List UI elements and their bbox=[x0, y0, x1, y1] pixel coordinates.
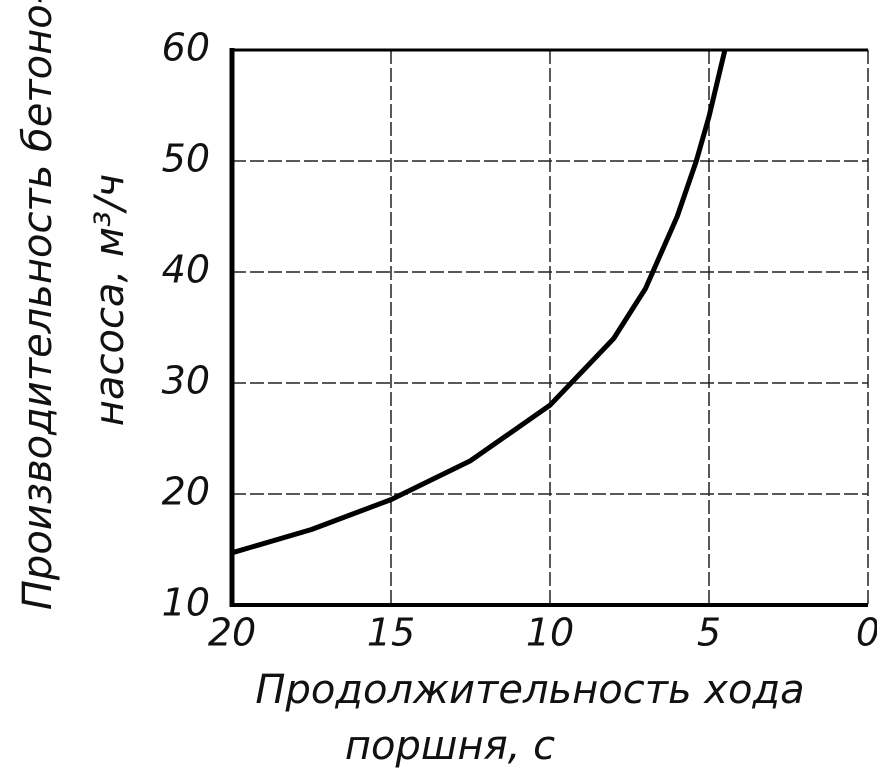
y-tick-label: 10 bbox=[162, 581, 210, 625]
x-tick-label: 15 bbox=[367, 611, 415, 655]
x-axis-label: поршня, с bbox=[345, 723, 555, 769]
y-axis-label: Производительность бетоно- bbox=[15, 0, 61, 610]
x-tick-label: 20 bbox=[208, 611, 256, 655]
x-axis-label: Продолжительность хода bbox=[255, 667, 804, 713]
x-tick-label: 10 bbox=[526, 611, 574, 655]
x-tick-label: 0 bbox=[856, 611, 877, 655]
y-tick-label: 20 bbox=[162, 470, 210, 514]
y-axis-label: насоса, м³/ч bbox=[87, 174, 133, 426]
y-tick-label: 60 bbox=[162, 26, 210, 70]
x-tick-label: 5 bbox=[697, 611, 721, 655]
y-tick-label: 50 bbox=[162, 137, 210, 181]
data-line bbox=[231, 49, 728, 556]
y-tick-label: 40 bbox=[162, 248, 210, 292]
y-tick-label: 30 bbox=[162, 359, 210, 403]
